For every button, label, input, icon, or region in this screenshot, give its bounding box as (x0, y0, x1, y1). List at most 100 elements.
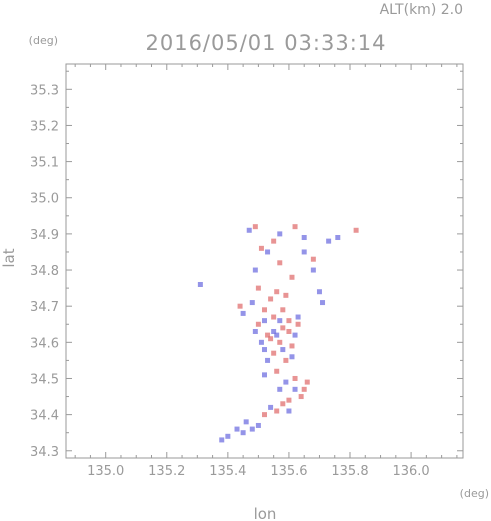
x-tick-label: 136.0 (392, 464, 429, 479)
echo-point-positive (262, 307, 267, 313)
echo-point-positive (252, 224, 258, 230)
echo-point-negative (268, 404, 274, 410)
echo-point-negative (310, 267, 316, 273)
echo-point-positive (280, 401, 286, 407)
echo-point-positive (283, 357, 289, 363)
echo-point-positive (255, 285, 261, 291)
tick-labels: 135.0 135.2 135.4 135.6 135.8 136.0 34.3 34.4 34… (30, 83, 430, 479)
echo-point-negative (262, 347, 267, 353)
echo-point-positive (310, 256, 316, 262)
x-axis-title: lon (254, 505, 277, 521)
echo-point-positive (280, 307, 286, 313)
echo-point-negative (289, 354, 295, 360)
echo-point-positive (280, 325, 286, 331)
echo-point-positive (274, 289, 280, 295)
echo-point-negative (326, 238, 332, 244)
echo-point-positive (274, 408, 280, 414)
y-tick-label: 34.5 (30, 372, 59, 387)
echo-point-negative (271, 328, 277, 334)
echo-point-positive (289, 274, 295, 280)
echo-point-negative (283, 379, 289, 385)
echo-point-negative (277, 386, 283, 392)
echo-point-negative (262, 372, 267, 378)
echo-point-negative (249, 300, 255, 306)
x-unit-label: (deg) (460, 487, 489, 500)
echo-point-negative (286, 408, 292, 414)
echo-point-negative (240, 310, 246, 316)
echo-point-negative (243, 419, 249, 425)
echo-point-positive (271, 314, 277, 320)
y-tick-label: 34.3 (30, 445, 59, 460)
echo-point-negative (320, 300, 326, 306)
y-tick-label: 35.0 (30, 192, 59, 207)
echo-point-negative (277, 231, 283, 237)
echo-point-positive (298, 394, 304, 400)
echo-point-negative (301, 249, 307, 255)
echo-point-negative (246, 227, 252, 233)
echo-point-negative (265, 357, 271, 363)
y-tick-label: 34.4 (30, 409, 59, 424)
echo-point-negative (277, 318, 283, 324)
echo-point-positive (283, 292, 289, 298)
echo-point-positive (258, 245, 264, 251)
altitude-label: ALT(km) 2.0 (380, 2, 463, 18)
echo-point-negative (262, 318, 267, 324)
echo-point-negative (249, 426, 255, 432)
echo-point-positive (265, 332, 271, 338)
echo-point-positive (274, 368, 280, 374)
echo-point-positive (353, 227, 359, 233)
x-tick-label: 135.4 (209, 464, 246, 479)
echo-point-negative (240, 430, 246, 436)
echo-point-positive (255, 321, 261, 327)
echo-point-negative (295, 314, 301, 320)
echo-point-positive (262, 412, 267, 418)
echo-point-negative (219, 437, 225, 443)
y-unit-label: (deg) (29, 34, 58, 47)
echo-point-positive (277, 260, 283, 266)
echo-point-negative (252, 328, 258, 334)
echo-point-positive (237, 303, 243, 309)
timestamp-title: 2016/05/01 03:33:14 (145, 31, 386, 55)
echo-point-positive (277, 339, 283, 345)
echo-point-positive (292, 224, 298, 230)
echo-point-negative (265, 249, 271, 255)
x-tick-label: 135.2 (148, 464, 185, 479)
echo-point-negative (252, 267, 258, 273)
echo-point-negative (258, 339, 264, 345)
echo-point-positive (286, 328, 292, 334)
echo-point-positive (289, 343, 295, 349)
echo-point-negative (292, 332, 298, 338)
echo-point-positive (304, 379, 310, 385)
plot-frame (65, 63, 464, 459)
echo-point-negative (280, 347, 286, 353)
y-axis-title: lat (0, 248, 18, 267)
echo-point-negative (335, 235, 341, 241)
echo-point-positive (268, 336, 274, 342)
axis-ticks (66, 64, 463, 458)
x-tick-label: 135.0 (87, 464, 124, 479)
y-tick-label: 34.9 (30, 228, 59, 243)
y-tick-label: 34.7 (30, 300, 59, 315)
echo-point-negative (316, 289, 322, 295)
echo-point-negative (197, 281, 203, 287)
y-tick-label: 35.3 (30, 83, 59, 98)
x-tick-label: 135.8 (331, 464, 368, 479)
echo-point-negative (225, 433, 231, 439)
echo-point-negative (301, 235, 307, 241)
echo-point-positive (301, 386, 307, 392)
echo-point-negative (274, 332, 280, 338)
y-tick-label: 35.1 (30, 156, 59, 171)
echo-point-negative (292, 386, 298, 392)
echo-points (197, 224, 359, 443)
echo-point-negative (234, 426, 240, 432)
echo-point-negative (255, 422, 261, 428)
y-tick-label: 34.8 (30, 264, 59, 279)
echo-point-positive (292, 375, 298, 381)
y-tick-label: 35.2 (30, 119, 59, 134)
echo-point-positive (271, 350, 277, 356)
echo-point-positive (268, 296, 274, 302)
y-tick-label: 34.6 (30, 336, 59, 351)
echo-point-positive (271, 238, 277, 244)
echo-point-positive (286, 397, 292, 403)
